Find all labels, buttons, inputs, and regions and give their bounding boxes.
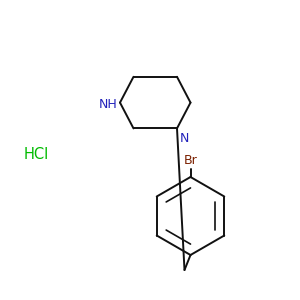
Text: Br: Br — [184, 154, 197, 167]
Text: HCl: HCl — [24, 147, 49, 162]
Text: N: N — [179, 132, 189, 145]
Text: NH: NH — [99, 98, 118, 111]
